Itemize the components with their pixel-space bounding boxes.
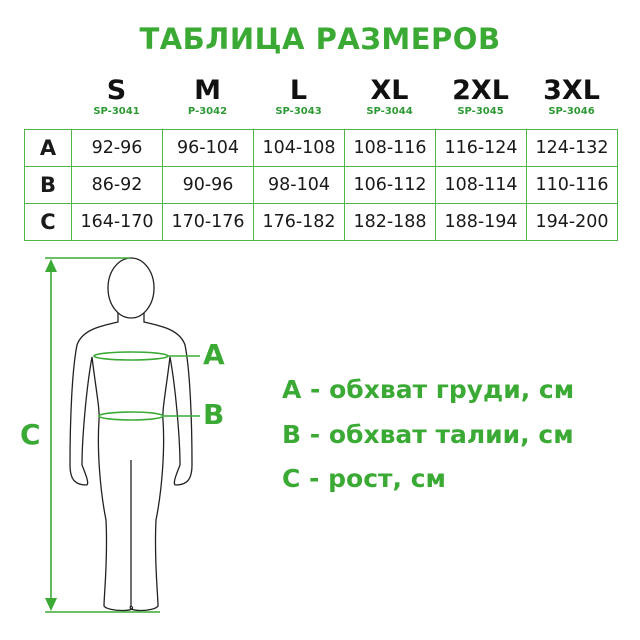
table-row: A 92-96 96-104 104-108 108-116 116-124 124-132 xyxy=(24,129,618,167)
size-table: A 92-96 96-104 104-108 108-116 116-124 124-132… xyxy=(24,129,618,241)
table-cell: 106-112 xyxy=(344,166,436,204)
table-cell: 124-132 xyxy=(526,129,618,167)
size-code: SP-3046 xyxy=(548,106,595,117)
table-cell: 176-182 xyxy=(253,203,345,241)
table-cell: 116-124 xyxy=(435,129,527,167)
table-cell: 86-92 xyxy=(71,166,163,204)
label-b: B xyxy=(203,398,225,431)
body-outline xyxy=(69,257,193,612)
table-cell: 194-200 xyxy=(526,203,618,241)
size-label: M xyxy=(194,75,221,106)
table-cell: 170-176 xyxy=(162,203,254,241)
table-row: B 86-92 90-96 98-104 106-112 108-114 110-116 xyxy=(24,166,618,204)
size-label: 3XL xyxy=(543,75,600,106)
row-label: C xyxy=(24,203,72,241)
table-cell: 96-104 xyxy=(162,129,254,167)
size-header-2xl: 2XL SP-3045 xyxy=(435,75,526,118)
table-cell: 90-96 xyxy=(162,166,254,204)
legend-c: C - рост, см xyxy=(282,464,446,493)
label-a: A xyxy=(203,338,225,371)
table-cell: 98-104 xyxy=(253,166,345,204)
label-c: C xyxy=(20,418,41,451)
table-row: C 164-170 170-176 176-182 182-188 188-194 194-… xyxy=(24,203,618,241)
size-header-s: S SP-3041 xyxy=(71,75,162,118)
chest-ellipse xyxy=(93,351,169,361)
table-cell: 188-194 xyxy=(435,203,527,241)
size-code: SP-3044 xyxy=(366,106,413,117)
measure-lines xyxy=(45,257,200,613)
row-label: B xyxy=(24,166,72,204)
size-label: L xyxy=(289,75,308,106)
size-code: SP-3045 xyxy=(457,106,504,117)
size-code: P-3042 xyxy=(187,106,228,117)
waist-ellipse xyxy=(98,411,164,421)
row-label: A xyxy=(24,129,72,167)
table-cell: 92-96 xyxy=(71,129,163,167)
size-header-m: M P-3042 xyxy=(162,75,253,118)
legend-a: A - обхват груди, см xyxy=(282,375,575,404)
page-title: ТАБЛИЦА РАЗМЕРОВ xyxy=(139,22,501,56)
table-cell: 164-170 xyxy=(71,203,163,241)
size-header-3xl: 3XL SP-3046 xyxy=(526,75,617,118)
size-code: SP-3043 xyxy=(275,106,322,117)
legend-b: B - обхват талии, см xyxy=(282,420,574,449)
table-cell: 108-114 xyxy=(435,166,527,204)
size-label: XL xyxy=(370,75,409,106)
size-header-l: L SP-3043 xyxy=(253,75,344,118)
table-cell: 110-116 xyxy=(526,166,618,204)
size-label: S xyxy=(106,75,127,106)
size-label: 2XL xyxy=(452,75,509,106)
size-code: SP-3041 xyxy=(93,106,140,117)
size-header-xl: XL SP-3044 xyxy=(344,75,435,118)
table-cell: 182-188 xyxy=(344,203,436,241)
